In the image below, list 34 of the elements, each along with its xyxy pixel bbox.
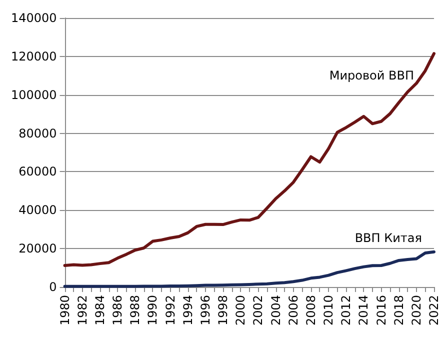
x-tick-label: 1992 [163,295,178,326]
x-tick-label: 2012 [339,295,354,326]
x-tick-label: 2004 [268,295,283,326]
x-tick-label: 2018 [392,295,406,326]
x-tick-label: 2002 [251,295,266,326]
y-tick-label: 140000 [10,11,57,25]
line-series [63,250,436,288]
series-label: Мировой ВВП [329,68,414,83]
x-tick-label: 1984 [92,295,107,326]
x-tick-label: 1988 [128,295,142,326]
x-tick-label: 2014 [356,295,371,326]
x-tick-label: 2006 [286,295,300,326]
x-tick-label: 2010 [322,295,336,326]
y-tick-label: 20000 [18,242,57,256]
x-tick-label: 1982 [75,295,90,326]
x-tick-label: 1986 [110,295,125,326]
x-tick-label: 1996 [198,295,212,326]
x-tick-label: 2022 [427,295,441,326]
x-tick-label: 2016 [374,295,388,326]
y-tick-label: 80000 [18,126,57,140]
x-tick-label: 2008 [304,295,318,326]
x-tick-label: 2020 [409,295,424,326]
y-tick-label: 100000 [10,88,57,102]
line-series [63,52,436,267]
y-tick-label: 0 [49,280,57,294]
y-tick-label: 40000 [18,203,57,218]
x-tick-label: 1994 [180,295,195,326]
y-tick-label: 120000 [10,49,57,64]
series-label: ВВП Китая [354,230,422,245]
x-tick-label: 1990 [146,295,160,326]
x-tick-label: 1980 [58,295,72,326]
y-tick-label: 60000 [18,164,57,179]
x-tick-label: 2000 [234,295,248,326]
x-tick-label: 1998 [216,295,230,326]
